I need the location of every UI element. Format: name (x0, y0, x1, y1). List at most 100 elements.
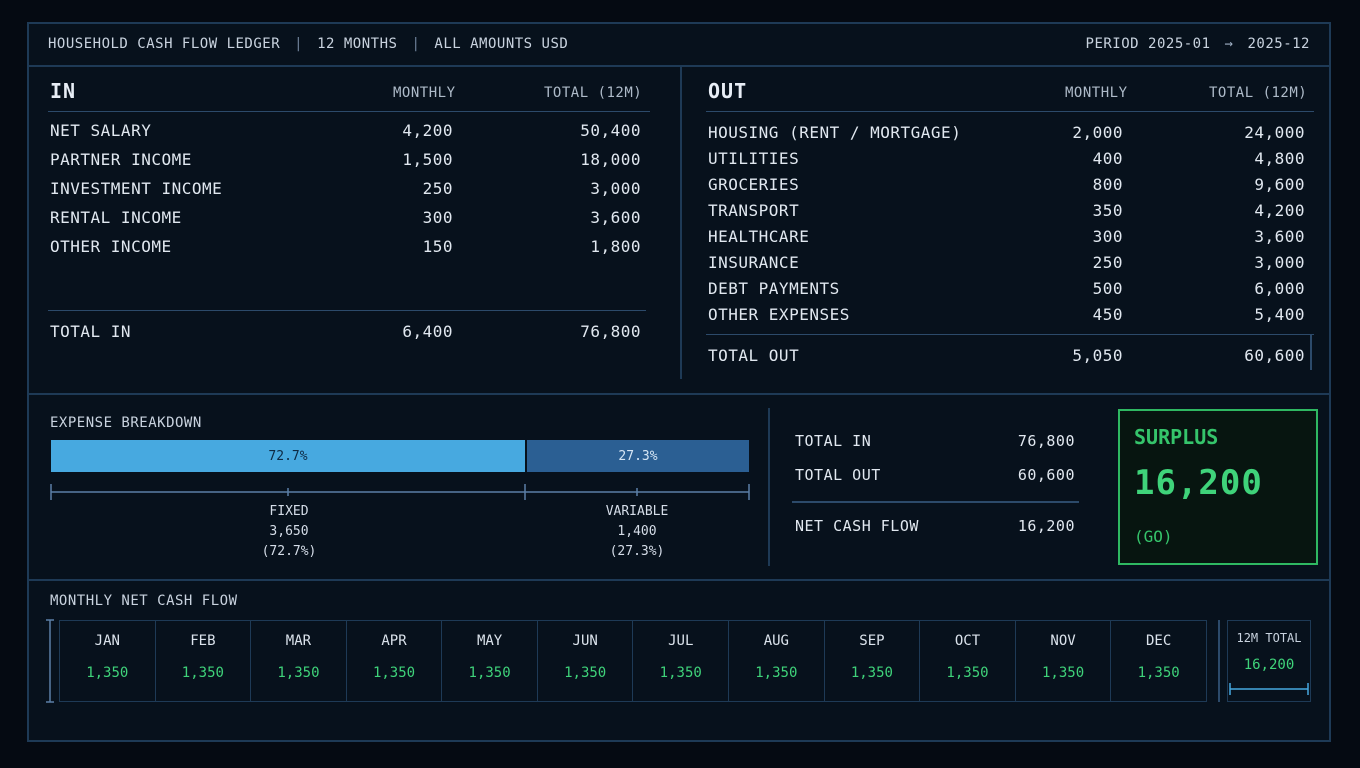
expenses-total-label: TOTAL OUT (708, 346, 800, 365)
income-row-label: PARTNER INCOME (50, 150, 192, 169)
income-col-total: TOTAL (12M) (544, 85, 643, 101)
income-row-monthly: 250 (422, 179, 453, 198)
income-row-total: 3,600 (590, 208, 641, 227)
month-cell: JUL 1,350 (633, 621, 730, 701)
monthly-grid: JAN 1,350 FEB 1,350 MAR 1,350 APR 1,350 MAY 1,350… (59, 620, 1207, 702)
expense-row-monthly: 250 (1092, 253, 1123, 272)
variable-value: 1,400 (617, 524, 657, 539)
expense-row-label: HEALTHCARE (708, 227, 810, 246)
ledger-frame: HOUSEHOLD CASH FLOW LEDGER | 12 MONTHS | ALL… (27, 22, 1331, 742)
month-name: JAN (94, 633, 120, 649)
section-divider-1 (29, 393, 1329, 395)
expenses-header-rule (706, 111, 1314, 112)
income-col-monthly: MONTHLY (393, 85, 456, 101)
expenses-total-monthly: 5,050 (1072, 346, 1123, 365)
month-net-value: 1,350 (181, 665, 224, 681)
month-cell: APR 1,350 (347, 621, 443, 701)
summary-net-value: 16,200 (1017, 517, 1075, 535)
month-net-value: 1,350 (1137, 665, 1180, 681)
fixed-pct: (72.7%) (261, 544, 317, 559)
income-row-monthly: 4,200 (402, 121, 453, 140)
header-info: HOUSEHOLD CASH FLOW LEDGER | 12 MONTHS | ALL… (48, 36, 569, 52)
month-name: MAR (285, 633, 312, 649)
month-name: JUN (572, 633, 598, 649)
income-row-total: 1,800 (590, 237, 641, 256)
expense-row-total: 5,400 (1254, 305, 1305, 324)
income-total-label: TOTAL IN (50, 322, 132, 341)
expense-row-label: UTILITIES (708, 149, 800, 168)
expense-row-total: 3,000 (1254, 253, 1305, 272)
month-name: FEB (190, 633, 216, 649)
month-net-value: 1,350 (755, 665, 798, 681)
month-net-value: 1,350 (564, 665, 607, 681)
month-net-value: 1,350 (468, 665, 511, 681)
income-row-label: OTHER INCOME (50, 237, 172, 256)
expense-row-label: OTHER EXPENSES (708, 305, 850, 324)
expense-row-label: HOUSING (RENT / MORTGAGE) (708, 123, 962, 142)
summary-out-value: 60,600 (1017, 466, 1075, 484)
income-row-monthly: 300 (422, 208, 453, 227)
variable-breakdown: VARIABLE 1,400 (27.3%) (537, 502, 737, 562)
month-cell: MAR 1,350 (251, 621, 347, 701)
monthly-total-cell: 12M TOTAL 16,200 (1227, 620, 1311, 702)
surplus-value: 16,200 (1134, 463, 1263, 503)
income-total-monthly: 6,400 (402, 322, 453, 341)
in-out-divider (680, 67, 682, 379)
expense-row-total: 4,200 (1254, 201, 1305, 220)
month-net-value: 1,350 (1041, 665, 1085, 681)
expense-row-label: GROCERIES (708, 175, 800, 194)
surplus-card: SURPLUS 16,200 (GO) (1118, 409, 1318, 565)
expenses-col-monthly: MONTHLY (1065, 85, 1128, 101)
expense-row-label: DEBT PAYMENTS (708, 279, 840, 298)
monthly-title: MONTHLY NET CASH FLOW (50, 593, 238, 609)
expenses-title: OUT (708, 79, 748, 103)
surplus-status: (GO) (1134, 527, 1173, 546)
currency-label: ALL AMOUNTS USD (434, 36, 569, 52)
expense-row-total: 24,000 (1244, 123, 1305, 142)
month-cell: OCT 1,350 (920, 621, 1016, 701)
period-label: PERIOD (1085, 36, 1140, 52)
months-label: 12 MONTHS (317, 36, 398, 52)
expense-row-total: 3,600 (1254, 227, 1305, 246)
expense-row-total: 9,600 (1254, 175, 1305, 194)
income-row-label: NET SALARY (50, 121, 152, 140)
breakdown-title: EXPENSE BREAKDOWN (50, 415, 202, 431)
fixed-label: FIXED (269, 504, 309, 519)
month-net-value: 1,350 (659, 665, 702, 681)
breakdown-scale (50, 484, 750, 500)
income-row-label: RENTAL INCOME (50, 208, 182, 227)
month-cell: AUG 1,350 (729, 621, 825, 701)
income-total-rule (48, 310, 646, 311)
month-name: MAY (476, 633, 503, 649)
variable-expense-bar (527, 440, 749, 472)
expense-row-total: 4,800 (1254, 149, 1305, 168)
monthly-total-divider (1218, 620, 1220, 702)
expense-row-monthly: 400 (1092, 149, 1123, 168)
summary-net-label: NET CASH FLOW (795, 517, 919, 535)
month-cell: NOV 1,350 (1016, 621, 1112, 701)
period-start: 2025-01 (1148, 36, 1211, 52)
month-cell: SEP 1,350 (825, 621, 921, 701)
ledger-title: HOUSEHOLD CASH FLOW LEDGER (48, 36, 281, 52)
expenses-total-rule (706, 334, 1314, 335)
month-net-value: 1,350 (850, 665, 893, 681)
summary-divider (768, 408, 770, 566)
monthly-left-bracket (46, 619, 54, 703)
expense-row-label: INSURANCE (708, 253, 800, 272)
month-name: APR (381, 633, 407, 649)
expense-row-label: TRANSPORT (708, 201, 800, 220)
section-divider-2 (29, 579, 1329, 581)
expense-row-monthly: 350 (1092, 201, 1123, 220)
income-header-rule (48, 111, 650, 112)
header-bar: HOUSEHOLD CASH FLOW LEDGER | 12 MONTHS | ALL… (29, 24, 1329, 67)
month-net-value: 1,350 (946, 665, 989, 681)
month-name: DEC (1146, 633, 1172, 649)
expense-row-monthly: 450 (1092, 305, 1123, 324)
summary-out-label: TOTAL OUT (795, 466, 881, 484)
income-row-total: 18,000 (580, 150, 641, 169)
summary-in-label: TOTAL IN (795, 432, 872, 450)
expense-row-monthly: 500 (1092, 279, 1123, 298)
month-name: NOV (1050, 633, 1076, 649)
fixed-value: 3,650 (269, 524, 309, 539)
variable-bar-label: 27.3% (618, 449, 658, 464)
